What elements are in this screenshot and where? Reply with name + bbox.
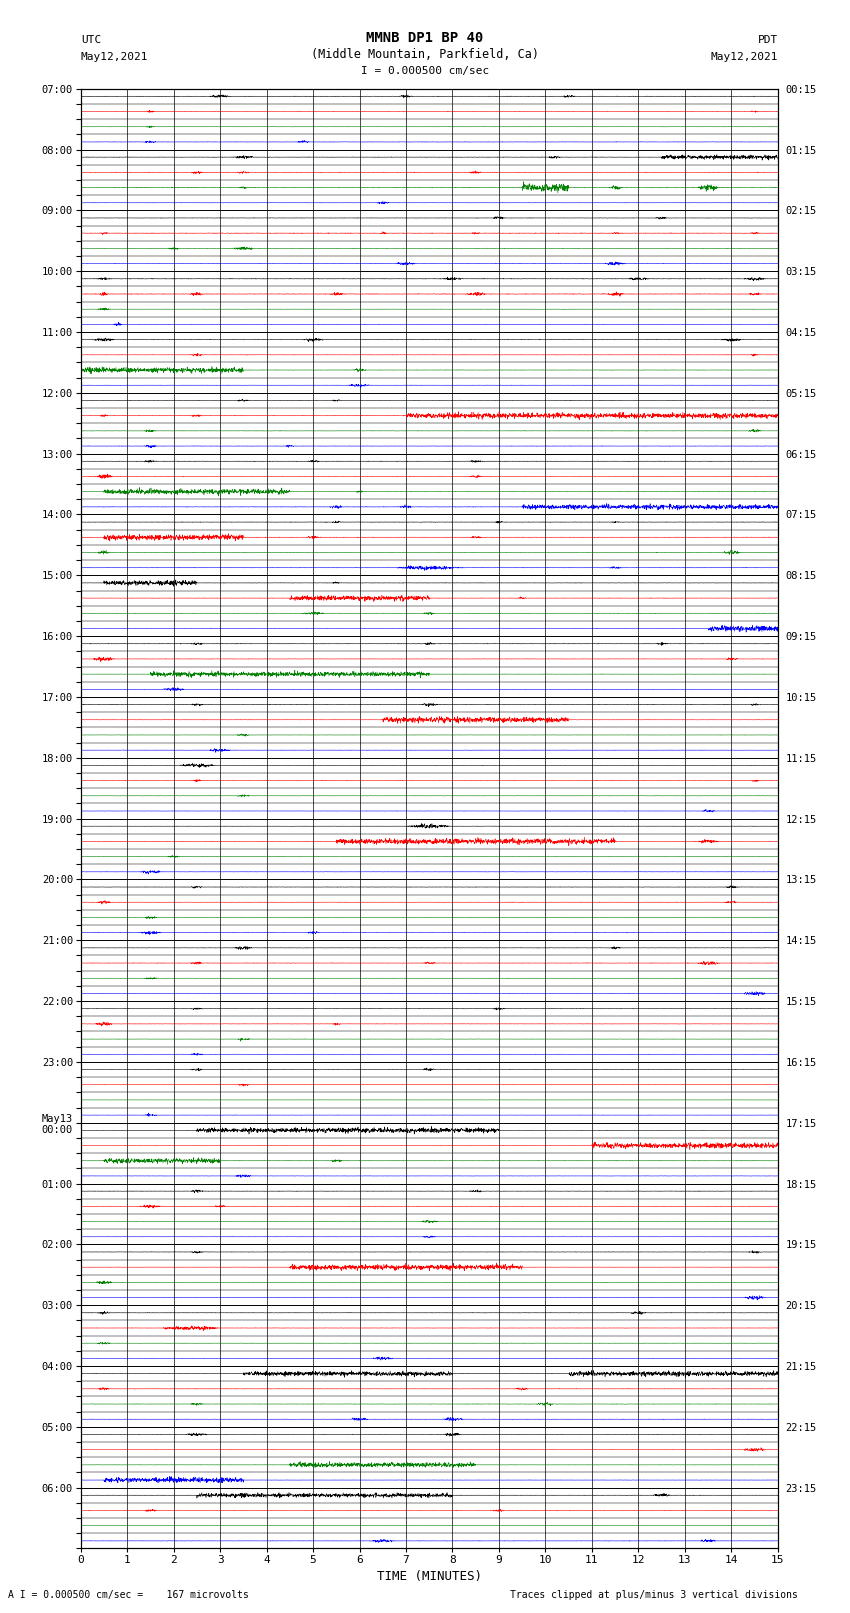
Text: UTC: UTC [81,35,101,45]
Text: May12,2021: May12,2021 [711,52,778,61]
Text: A I = 0.000500 cm/sec =    167 microvolts: A I = 0.000500 cm/sec = 167 microvolts [8,1590,249,1600]
X-axis label: TIME (MINUTES): TIME (MINUTES) [377,1569,482,1582]
Text: MMNB DP1 BP 40: MMNB DP1 BP 40 [366,31,484,45]
Text: I = 0.000500 cm/sec: I = 0.000500 cm/sec [361,66,489,76]
Text: (Middle Mountain, Parkfield, Ca): (Middle Mountain, Parkfield, Ca) [311,48,539,61]
Text: PDT: PDT [757,35,778,45]
Text: Traces clipped at plus/minus 3 vertical divisions: Traces clipped at plus/minus 3 vertical … [510,1590,798,1600]
Text: May12,2021: May12,2021 [81,52,148,61]
